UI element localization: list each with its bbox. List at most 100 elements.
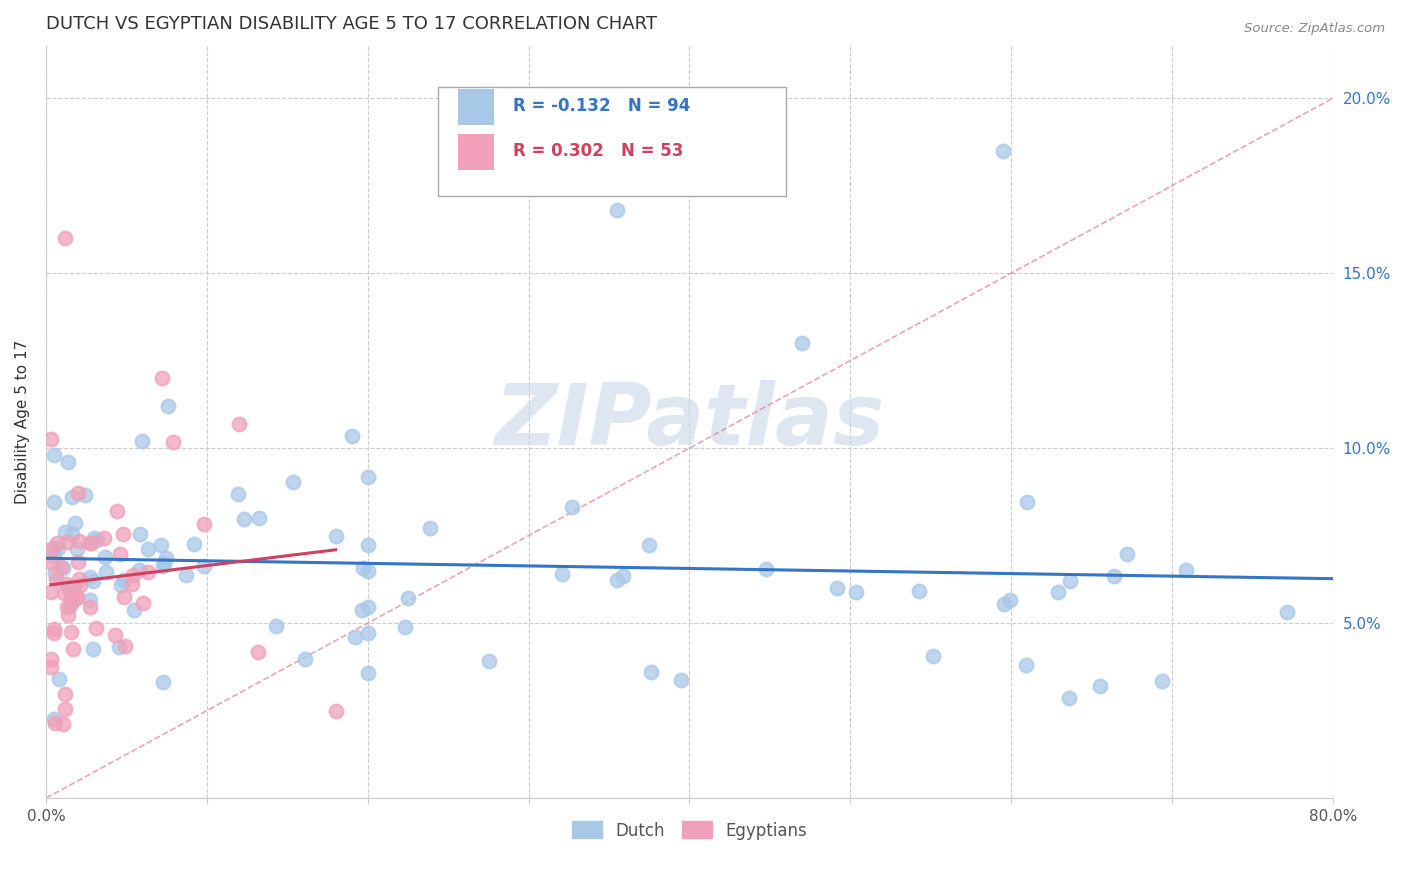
Point (44, 566, 66, 580)
Point (357, 564, 380, 578)
Point (640, 665, 662, 680)
Point (1102, 569, 1125, 583)
Point (41, 556, 63, 570)
Point (39, 584, 62, 599)
Point (264, 619, 287, 633)
Text: R = -0.132   N = 94: R = -0.132 N = 94 (513, 97, 690, 115)
Point (637, 538, 659, 552)
Point (247, 645, 270, 659)
Point (52, 561, 75, 575)
Point (39, 432, 62, 446)
Point (83, 531, 105, 545)
Point (48, 673, 70, 687)
Point (63, 516, 86, 530)
Point (150, 538, 173, 552)
Point (55, 577, 77, 591)
Point (136, 542, 159, 557)
Point (58, 608, 80, 623)
Point (669, 673, 692, 687)
Point (1047, 585, 1070, 599)
Point (66, 590, 89, 604)
Point (42, 541, 65, 556)
Point (52, 717, 75, 731)
Point (39, 651, 62, 665)
Point (53, 231, 76, 245)
Point (152, 558, 174, 573)
Point (79, 570, 101, 584)
Point (59, 589, 82, 603)
Point (998, 593, 1021, 607)
Point (59, 599, 82, 613)
FancyBboxPatch shape (439, 87, 786, 196)
Point (105, 504, 128, 518)
Point (42, 712, 65, 726)
Point (56, 535, 79, 549)
Point (128, 563, 150, 577)
Point (193, 559, 215, 574)
Point (357, 626, 380, 640)
Point (96, 565, 118, 579)
Point (56, 580, 79, 594)
Point (1015, 657, 1038, 672)
Point (45, 536, 67, 550)
Point (84, 622, 107, 636)
Point (108, 548, 131, 562)
Point (357, 538, 380, 552)
Point (129, 527, 152, 541)
Point (156, 399, 179, 413)
Point (122, 602, 145, 616)
Point (39, 542, 62, 557)
Point (45, 572, 67, 586)
Point (79, 536, 101, 550)
Point (67, 555, 90, 569)
Point (193, 516, 215, 531)
Point (52, 585, 75, 599)
Point (150, 371, 173, 385)
Point (352, 603, 374, 617)
Point (232, 512, 254, 526)
Point (60, 527, 83, 541)
Point (478, 654, 501, 668)
Point (153, 556, 176, 570)
Point (112, 590, 135, 604)
Point (67, 572, 90, 586)
Point (66, 486, 89, 500)
Point (104, 628, 127, 642)
Point (79, 599, 101, 614)
Point (42, 448, 65, 462)
FancyBboxPatch shape (458, 134, 494, 169)
Point (352, 561, 374, 575)
Point (53, 524, 76, 539)
Point (121, 577, 143, 591)
Point (281, 475, 304, 489)
Point (56, 600, 79, 615)
Point (67, 533, 90, 548)
Point (612, 569, 634, 583)
Point (55, 702, 77, 716)
Point (174, 567, 197, 582)
Point (39, 660, 62, 674)
Point (60, 580, 83, 594)
Point (1116, 547, 1139, 561)
Point (42, 495, 65, 509)
Point (42, 623, 65, 637)
Legend: Dutch, Egyptians: Dutch, Egyptians (565, 814, 814, 847)
Point (755, 562, 778, 576)
Point (1090, 679, 1112, 693)
Point (1015, 495, 1038, 509)
Point (62, 642, 84, 657)
Point (136, 565, 159, 579)
Point (82, 641, 104, 656)
Point (790, 336, 813, 351)
Point (357, 599, 380, 614)
Point (112, 527, 135, 541)
Point (66, 542, 89, 557)
Point (79, 536, 101, 550)
Point (394, 620, 416, 634)
Y-axis label: Disability Age 5 to 17: Disability Age 5 to 17 (15, 340, 30, 504)
Text: ZIPatlas: ZIPatlas (495, 380, 884, 464)
Point (53, 686, 76, 700)
Point (60, 595, 83, 609)
Point (93, 531, 115, 545)
Point (183, 537, 205, 551)
